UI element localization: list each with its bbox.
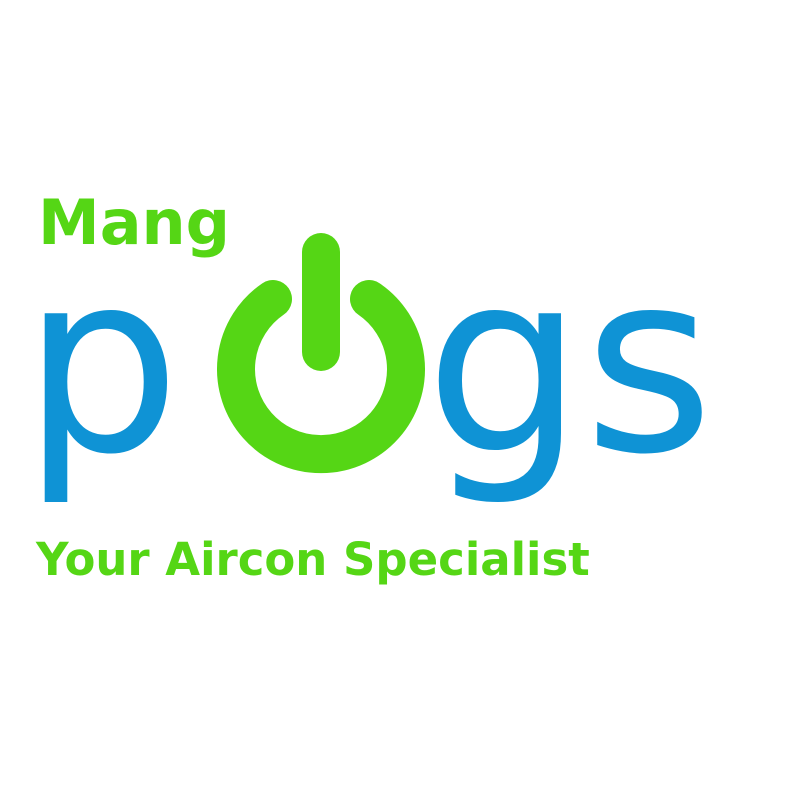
logo-prefix-text: Mang <box>38 186 230 259</box>
power-icon <box>217 233 425 474</box>
logo-tagline: Your Aircon Specialist <box>35 533 590 586</box>
logo-name-rest: gs <box>425 218 714 509</box>
logo-name-first-letter: p <box>22 218 181 509</box>
